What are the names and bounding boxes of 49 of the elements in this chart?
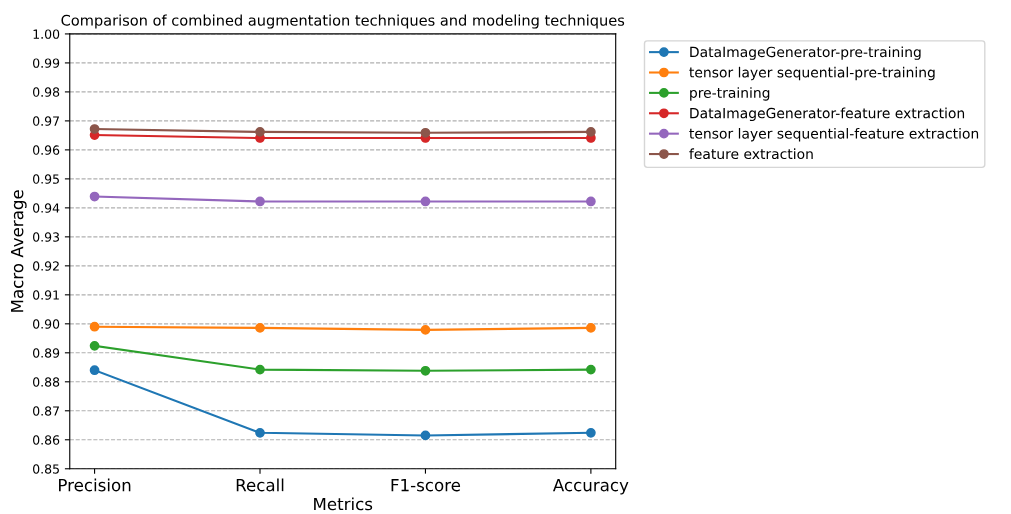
point bbox=[420, 365, 431, 376]
y-tick-label: 1.00 bbox=[33, 29, 60, 39]
y-tick-label: 0.96 bbox=[33, 145, 60, 155]
y-tick-label: 0.89 bbox=[33, 348, 60, 358]
y-tick-label: 0.90 bbox=[33, 319, 60, 329]
legend-label: DataImageGenerator-feature extraction bbox=[690, 107, 965, 122]
point bbox=[255, 127, 265, 137]
legend-label: feature extraction bbox=[689, 148, 813, 160]
chart-title: Comparison of combined augmentation techniques and modeling techniques bbox=[61, 14, 625, 29]
point bbox=[255, 427, 265, 438]
point bbox=[89, 191, 100, 202]
point bbox=[586, 323, 596, 333]
point bbox=[89, 124, 100, 134]
y-tick-label: 0.85 bbox=[33, 464, 59, 474]
x-tick-label: Accuracy bbox=[552, 479, 629, 495]
point bbox=[89, 365, 100, 376]
y-tick-label: 0.97 bbox=[33, 116, 59, 126]
legend-label: pre-training bbox=[690, 87, 770, 101]
y-tick-label: 0.86 bbox=[33, 435, 60, 445]
legend-label: tensor layer sequential-pre-training bbox=[689, 66, 935, 81]
x-tick-label: Recall bbox=[236, 478, 284, 492]
y-tick-label: 0.88 bbox=[33, 377, 60, 387]
y-tick-label: 0.94 bbox=[33, 203, 60, 213]
x-tick-label: F1-score bbox=[391, 479, 461, 492]
point bbox=[420, 430, 431, 441]
point bbox=[255, 196, 265, 207]
y-tick-label: 0.95 bbox=[33, 174, 59, 184]
y-tick-label: 0.91 bbox=[33, 290, 59, 300]
point bbox=[255, 364, 265, 375]
y-tick-label: 0.98 bbox=[33, 87, 60, 97]
point bbox=[586, 127, 596, 137]
legend-label: tensor layer sequential-feature extraction bbox=[689, 127, 979, 142]
point bbox=[586, 427, 596, 438]
point bbox=[89, 340, 100, 351]
point bbox=[586, 364, 596, 375]
point bbox=[255, 323, 265, 333]
point bbox=[586, 196, 596, 207]
y-axis-title: Macro Average bbox=[11, 190, 27, 312]
point bbox=[420, 196, 431, 207]
point bbox=[420, 325, 431, 335]
point bbox=[89, 321, 100, 332]
point bbox=[420, 127, 431, 138]
y-tick-label: 0.92 bbox=[33, 261, 59, 271]
legend-label: DataImageGenerator-pre-training bbox=[690, 46, 921, 60]
y-tick-label: 0.93 bbox=[33, 232, 60, 242]
x-tick-label: Precision bbox=[59, 478, 131, 492]
y-tick-label: 0.99 bbox=[33, 58, 60, 68]
y-tick-label: 0.87 bbox=[33, 406, 59, 416]
x-axis-title: Metrics bbox=[314, 497, 373, 511]
